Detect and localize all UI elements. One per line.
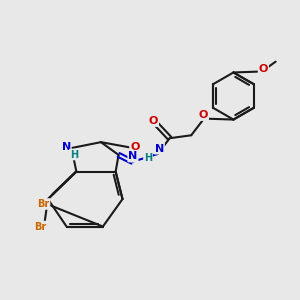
Text: N: N xyxy=(128,152,137,161)
Text: H: H xyxy=(70,149,78,160)
Text: Br: Br xyxy=(37,199,50,209)
Text: O: O xyxy=(199,110,208,120)
Text: Br: Br xyxy=(34,222,46,232)
Text: N: N xyxy=(155,144,164,154)
Text: O: O xyxy=(149,116,158,126)
Text: H: H xyxy=(144,153,152,163)
Text: O: O xyxy=(259,64,268,74)
Text: N: N xyxy=(61,142,71,152)
Text: O: O xyxy=(130,142,140,152)
